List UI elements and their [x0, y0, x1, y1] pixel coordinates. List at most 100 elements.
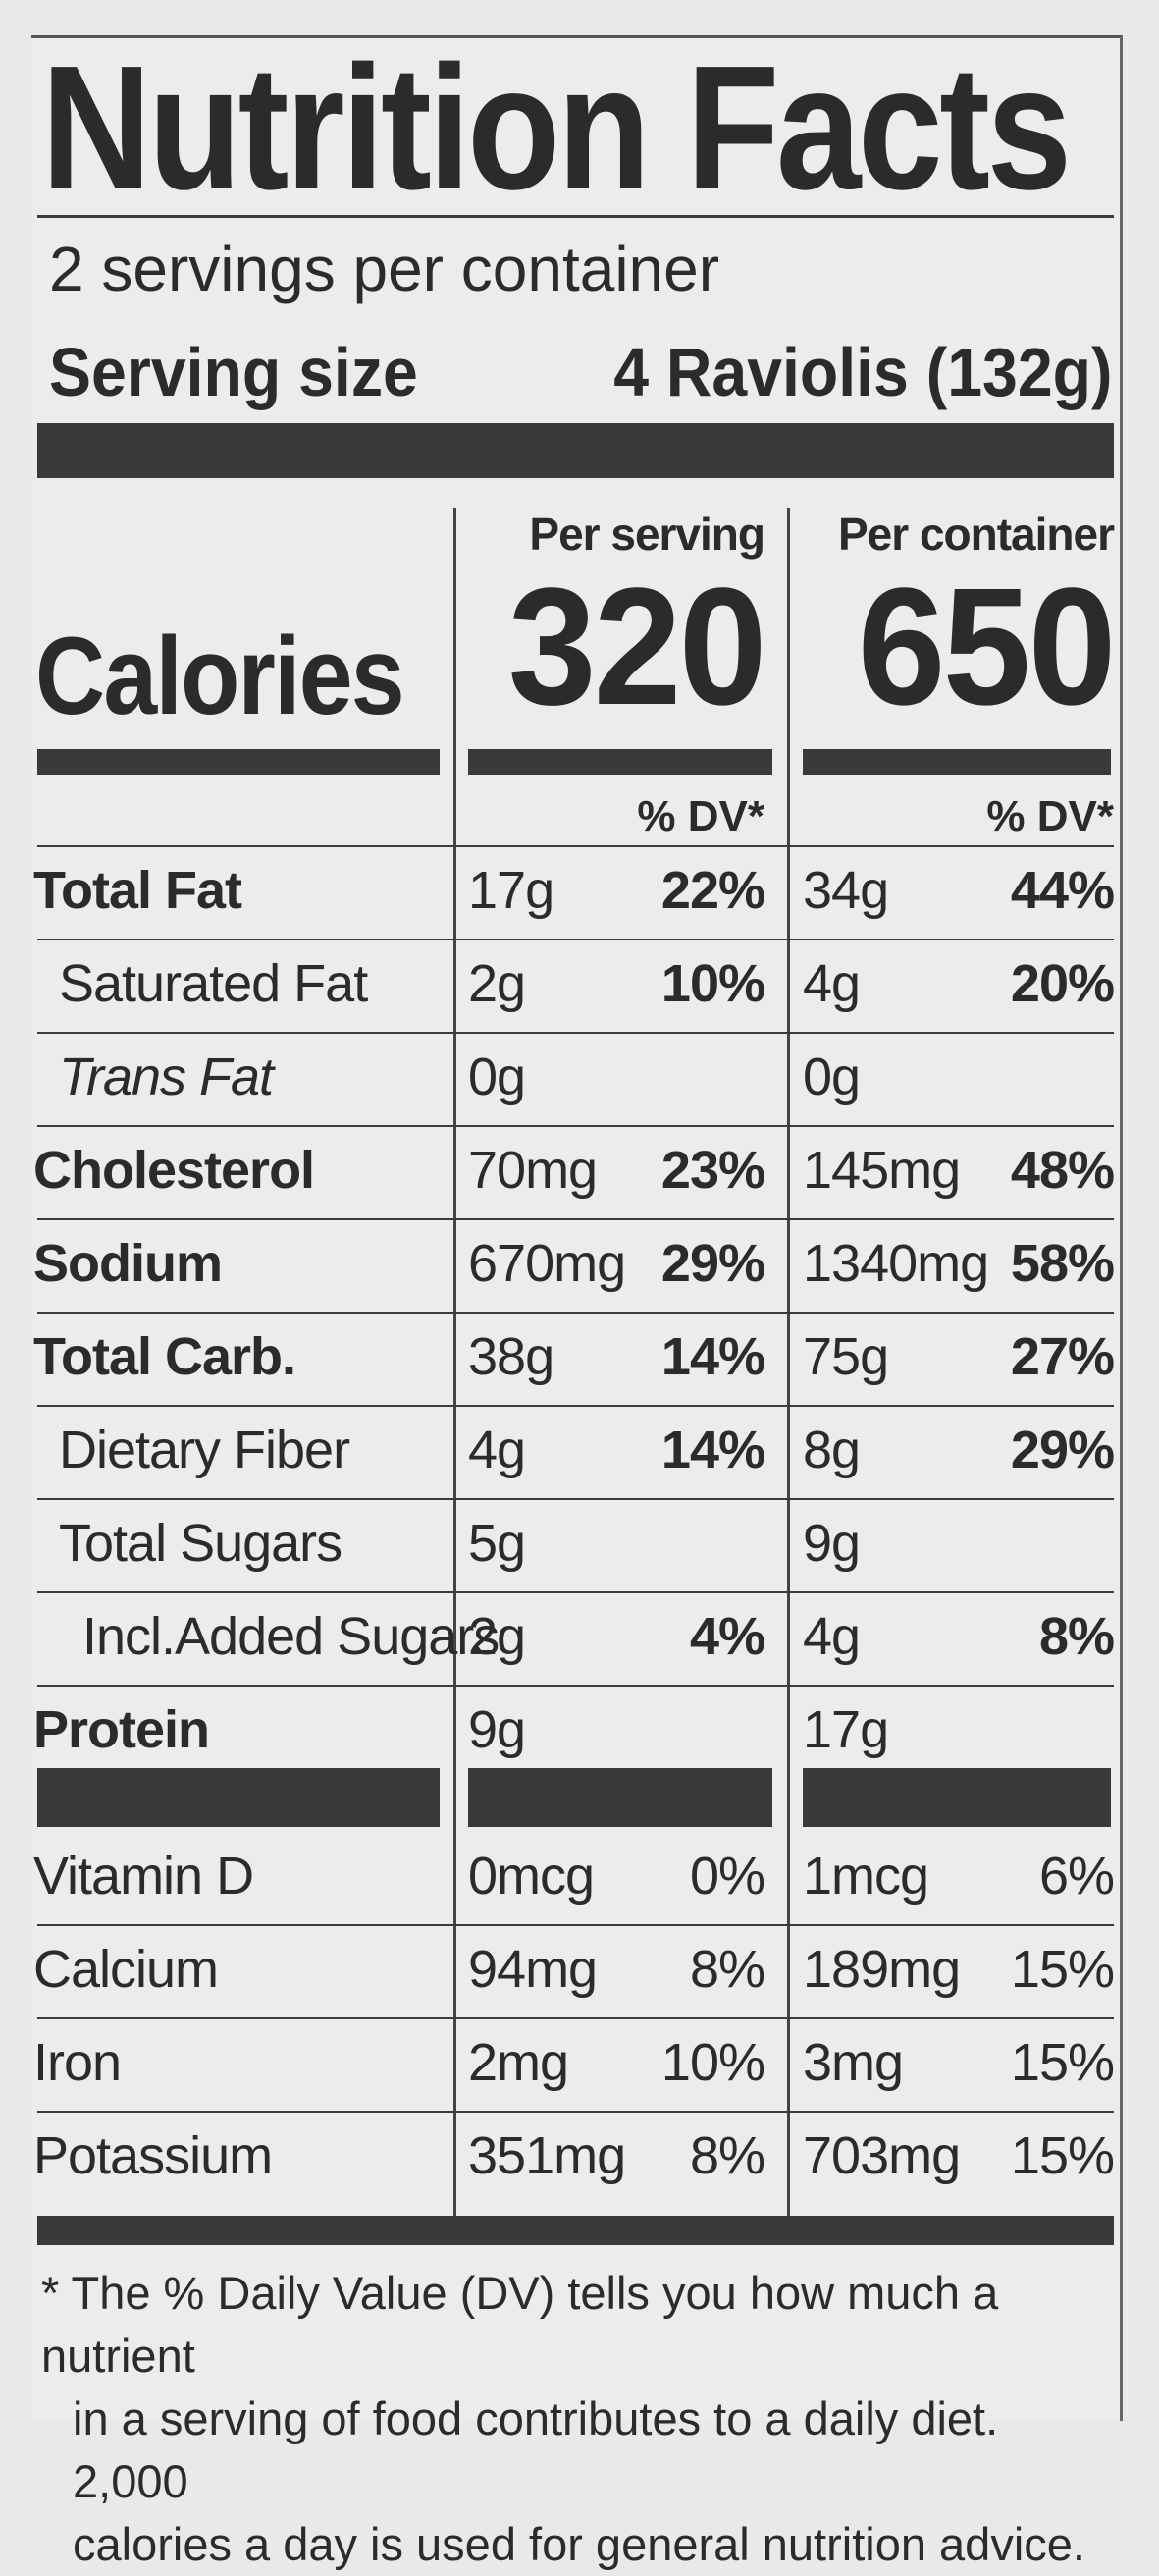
serving-dv: 14% [660, 1327, 765, 1386]
vitamin-name: Vitamin D [33, 1847, 254, 1905]
nutrient-name: Total Sugars [59, 1514, 342, 1573]
container-amount: 0g [803, 1047, 861, 1106]
container-amount: 75g [803, 1327, 889, 1386]
row-divider [37, 1218, 1114, 1220]
servings-per-container: 2 servings per container [49, 234, 720, 304]
serving-amount: 0g [468, 1047, 526, 1106]
serving-amount: 17g [468, 861, 554, 920]
footnote-line-1: * The % Daily Value (DV) tells you how m… [41, 2267, 999, 2382]
calories-per-serving: 320 [508, 554, 767, 740]
container-dv: 15% [1010, 2033, 1115, 2092]
container-dv: 8% [1038, 1607, 1115, 1666]
container-amount: 145mg [803, 1141, 961, 1200]
footnote: * The % Daily Value (DV) tells you how m… [41, 2262, 1111, 2576]
container-amount: 4g [803, 1607, 861, 1666]
serving-amount: 2mg [468, 2033, 569, 2092]
nutrient-name: Saturated Fat [59, 954, 368, 1013]
nutrient-name: Dietary Fiber [59, 1421, 350, 1479]
thick-rule-vitamins-3 [803, 1768, 1111, 1827]
row-divider [37, 845, 1114, 847]
serving-dv: 14% [660, 1421, 765, 1479]
per-container-heading: Per container [838, 509, 1115, 560]
container-amount: 8g [803, 1421, 861, 1479]
serving-amount: 351mg [468, 2126, 626, 2185]
thick-rule-vitamins-2 [468, 1768, 772, 1827]
per-serving-heading: Per serving [529, 509, 765, 560]
row-divider [37, 1312, 1114, 1314]
container-dv: 48% [1010, 1141, 1115, 1200]
serving-amount: 5g [468, 1514, 526, 1573]
row-divider [37, 939, 1114, 940]
nutrient-name: Sodium [33, 1234, 223, 1293]
nutrient-name: Incl.Added Sugars [82, 1607, 500, 1666]
nutrient-name: Trans Fat [59, 1047, 274, 1106]
container-amount: 34g [803, 861, 889, 920]
container-amount: 9g [803, 1514, 861, 1573]
container-amount: 3mg [803, 2033, 904, 2092]
serving-dv: 0% [689, 1847, 765, 1905]
container-dv: 6% [1038, 1847, 1115, 1905]
serving-dv: 22% [660, 861, 765, 920]
container-dv: 44% [1010, 861, 1115, 920]
serving-dv: 29% [660, 1234, 765, 1293]
serving-size-label: Serving size [49, 334, 418, 410]
serving-dv: 4% [689, 1607, 765, 1666]
row-divider [37, 1498, 1114, 1500]
serving-dv: 10% [660, 954, 765, 1013]
row-divider [37, 1405, 1114, 1407]
container-dv: 27% [1010, 1327, 1115, 1386]
container-amount: 17g [803, 1700, 889, 1759]
calories-per-container: 650 [858, 554, 1117, 740]
footnote-line-2: in a serving of food contributes to a da… [73, 2392, 999, 2507]
row-divider [37, 1685, 1114, 1687]
row-divider [37, 2017, 1114, 2019]
row-divider [37, 1125, 1114, 1127]
serving-amount: 70mg [468, 1141, 598, 1200]
serving-amount: 38g [468, 1327, 554, 1386]
row-divider [37, 2111, 1114, 2113]
serving-dv: 10% [660, 2033, 765, 2092]
container-dv: 58% [1010, 1234, 1115, 1293]
calories-rule-2 [468, 749, 772, 775]
serving-amount: 670mg [468, 1234, 626, 1293]
serving-amount: 9g [468, 1700, 526, 1759]
container-amount: 703mg [803, 2126, 961, 2185]
row-divider [37, 1924, 1114, 1926]
container-dv: 15% [1010, 2126, 1115, 2185]
container-amount: 4g [803, 954, 861, 1013]
dv-heading-container: % DV* [986, 792, 1114, 840]
serving-dv: 8% [689, 1940, 765, 1999]
thick-rule-bottom [37, 2216, 1114, 2245]
container-amount: 1340mg [803, 1234, 989, 1293]
serving-amount: 2g [468, 954, 526, 1013]
dv-heading-serving: % DV* [637, 792, 764, 840]
serving-amount: 2g [468, 1607, 526, 1666]
serving-size-value: 4 Raviolis (132g) [612, 334, 1112, 410]
vitamin-name: Calcium [33, 1940, 219, 1999]
container-amount: 189mg [803, 1940, 961, 1999]
column-divider-1 [453, 508, 456, 2216]
nutrient-name: Total Carb. [33, 1327, 296, 1386]
vitamin-name: Potassium [33, 2126, 273, 2185]
nutrient-name: Protein [33, 1700, 210, 1759]
serving-amount: 94mg [468, 1940, 598, 1999]
serving-dv: 8% [689, 2126, 765, 2185]
serving-amount: 0mcg [468, 1847, 595, 1905]
thick-rule-vitamins-1 [37, 1768, 440, 1827]
nutrition-facts-label: Nutrition Facts 2 servings per container… [31, 29, 1123, 2570]
calories-label: Calories [35, 615, 405, 737]
row-divider [37, 1032, 1114, 1034]
serving-amount: 4g [468, 1421, 526, 1479]
thick-rule-top [37, 423, 1114, 478]
vitamin-name: Iron [33, 2033, 122, 2092]
container-dv: 29% [1010, 1421, 1115, 1479]
calories-rule-3 [803, 749, 1111, 775]
container-dv: 15% [1010, 1940, 1115, 1999]
container-amount: 1mcg [803, 1847, 929, 1905]
column-divider-2 [787, 508, 790, 2216]
container-dv: 20% [1010, 954, 1115, 1013]
row-divider [37, 1591, 1114, 1593]
label-title: Nutrition Facts [41, 29, 1072, 227]
calories-rule-1 [37, 749, 440, 775]
title-rule [37, 215, 1114, 218]
